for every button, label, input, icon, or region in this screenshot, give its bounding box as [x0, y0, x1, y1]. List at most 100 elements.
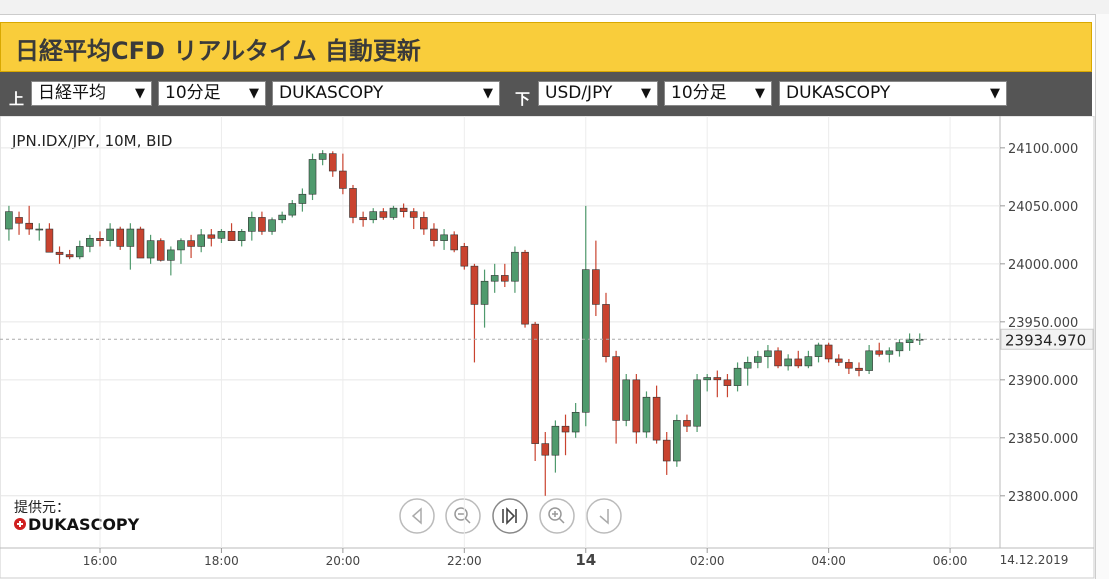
nav-icon — [411, 507, 609, 525]
candle-body — [237, 231, 246, 241]
candle-body — [531, 323, 539, 444]
candle-body — [865, 350, 873, 371]
candle-body — [136, 228, 145, 259]
candle-body — [227, 231, 236, 241]
candle-body — [278, 214, 286, 221]
candle-body — [885, 350, 894, 355]
candle-body — [430, 228, 438, 241]
candle-body — [116, 228, 125, 247]
candle-body — [905, 338, 914, 343]
x-tick-label: 16:00 — [83, 554, 118, 568]
candle-body — [359, 217, 367, 221]
top-strip — [0, 0, 1109, 15]
candle-body — [561, 425, 570, 433]
candle-body — [75, 246, 84, 258]
candle-body — [673, 420, 681, 462]
candle-body — [308, 159, 317, 195]
candle-body — [693, 379, 701, 427]
candle-body — [96, 238, 104, 241]
candle-body — [652, 396, 661, 441]
candle-body — [824, 344, 833, 360]
logo-icon — [17, 521, 23, 527]
x-tick-label: 06:00 — [933, 554, 968, 568]
candle-body — [379, 211, 388, 218]
logo-text: DUKASCOPY — [28, 515, 140, 534]
candle-body — [65, 254, 74, 258]
last-price-box — [1000, 328, 1094, 350]
candle-body — [804, 356, 813, 367]
nav-icon — [454, 507, 468, 521]
upper-label: 上 — [9, 90, 25, 108]
candle-body — [521, 251, 529, 325]
nav-icon — [548, 507, 562, 521]
provider-label: 提供元： — [14, 500, 70, 516]
candle-body — [612, 356, 620, 421]
nav-icon — [502, 507, 517, 525]
candle-body — [500, 275, 509, 282]
nav-next[interactable] — [586, 498, 622, 534]
candle-body — [156, 240, 165, 261]
candle-body — [106, 228, 114, 241]
select[interactable]: 10分足 ▼ — [158, 81, 266, 106]
select-text: USD/JPY — [545, 83, 613, 103]
candle-body — [551, 425, 560, 456]
candle-body — [248, 217, 256, 232]
select[interactable]: USD/JPY ▼ — [538, 81, 658, 106]
candle-body — [318, 153, 327, 160]
nav-prev[interactable] — [399, 498, 435, 534]
candle-body — [733, 367, 742, 386]
candle-body — [490, 275, 499, 282]
candle-body — [632, 379, 641, 433]
candle-body — [369, 211, 378, 221]
nav-zoom-in[interactable] — [539, 498, 575, 534]
y-tick-label: 23850.000 — [1008, 432, 1078, 447]
candle-body — [177, 240, 185, 251]
select[interactable]: 日経平均 ▼ — [31, 81, 152, 106]
select-text: DUKASCOPY — [279, 83, 384, 103]
select[interactable]: DUKASCOPY ▼ — [272, 81, 500, 106]
candle-body — [511, 251, 519, 282]
candle-body — [268, 219, 276, 232]
toolbar: 上 日経平均 ▼ 10分足 ▼ DUKASCOPY ▼ 下 USD/JPY ▼ 10分足… — [0, 72, 1092, 116]
nav-latest[interactable] — [492, 498, 528, 534]
candle-body — [581, 269, 590, 413]
x-tick-label: 04:00 — [811, 554, 846, 568]
candle-body — [86, 238, 94, 247]
candle-body — [126, 228, 135, 247]
candle-body — [197, 234, 205, 247]
y-tick-label: 23800.000 — [1008, 490, 1078, 505]
candle-body — [35, 228, 44, 231]
y-tick-label: 24100.000 — [1008, 142, 1078, 157]
select-text: 日経平均 — [38, 83, 106, 103]
candle-body — [328, 153, 337, 172]
x-tick-label: 02:00 — [690, 554, 725, 568]
candle-body — [450, 234, 459, 251]
candle-body — [895, 342, 904, 352]
select[interactable]: 10分足 ▼ — [664, 81, 772, 106]
lower-label: 下 — [515, 90, 531, 108]
nav-zoom-out[interactable] — [445, 498, 481, 534]
candle-body — [875, 350, 884, 355]
candle-body — [723, 379, 732, 386]
select-text: DUKASCOPY — [786, 83, 891, 103]
candle-body — [753, 356, 762, 363]
x-tick-label: 14 — [575, 551, 596, 569]
candle-body — [683, 420, 691, 427]
header: 日経平均CFD リアルタイム 自動更新 — [0, 22, 1092, 72]
candle-body — [622, 379, 631, 421]
candle-body — [298, 193, 307, 204]
candle-body — [834, 358, 843, 363]
candle-body — [642, 396, 651, 433]
candle-body — [571, 411, 580, 433]
candle-body — [5, 211, 13, 230]
candle-body — [187, 240, 195, 247]
candle-body — [409, 211, 418, 218]
candle-body — [855, 367, 863, 371]
candle-body — [389, 207, 398, 218]
y-tick-label: 24050.000 — [1008, 200, 1078, 215]
chart: JPN.IDX/JPY, 10M, BID 提供元： DUKASCOPY 14.… — [0, 116, 1095, 579]
select[interactable]: DUKASCOPY ▼ — [779, 81, 1007, 106]
candle-body — [146, 240, 155, 259]
candle-body — [764, 350, 772, 357]
select-text: 10分足 — [165, 83, 221, 103]
